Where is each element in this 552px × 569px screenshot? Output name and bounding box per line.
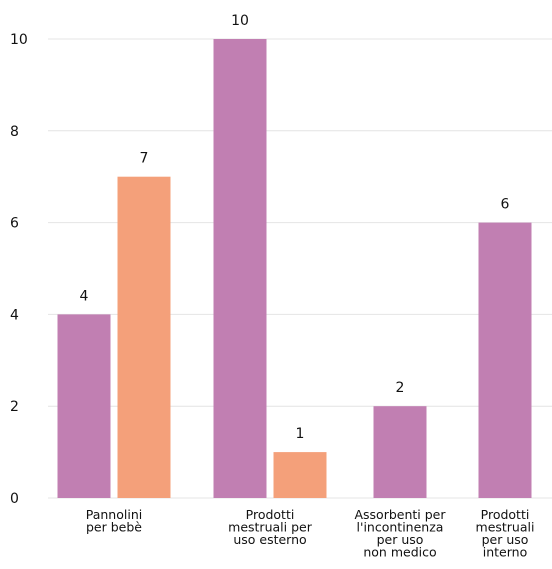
y-tick-label: 8	[10, 124, 19, 140]
y-tick-label: 6	[10, 216, 19, 232]
y-axis-tick-labels: 0 2 4 6 8 10	[10, 32, 28, 507]
data-labels: 4 7 10 1 2 6	[80, 13, 510, 442]
data-label: 6	[501, 197, 510, 213]
category-label: Assorbenti per l'incontinenza per uso non m…	[354, 507, 446, 560]
data-label: 2	[396, 380, 405, 396]
data-label: 7	[140, 151, 149, 167]
bar	[213, 39, 267, 498]
y-tick-label: 2	[10, 399, 19, 415]
bar	[373, 406, 427, 498]
data-label: 4	[80, 288, 89, 304]
y-tick-label: 4	[10, 307, 19, 323]
category-label: Prodotti mestruali per uso esterno	[228, 507, 313, 547]
data-label: 1	[296, 426, 305, 442]
y-tick-label: 10	[10, 32, 28, 48]
category-label: Pannolini per bebè	[86, 507, 143, 535]
category-label: Prodotti mestruali per uso interno	[476, 507, 535, 560]
bar	[478, 222, 532, 498]
bar	[273, 452, 327, 498]
data-label: 10	[231, 13, 249, 29]
bars	[57, 39, 532, 498]
bar	[117, 176, 171, 498]
bar	[57, 314, 111, 498]
category-labels: Pannolini per bebè Prodotti mestruali per us…	[86, 507, 535, 560]
y-tick-label: 0	[10, 491, 19, 507]
